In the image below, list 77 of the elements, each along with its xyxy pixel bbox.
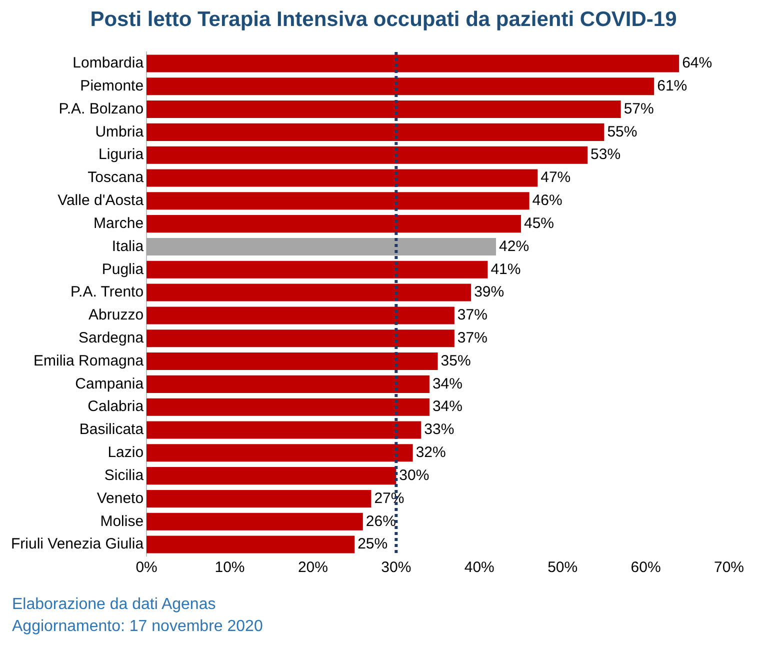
x-tick-label: 50% xyxy=(548,559,578,576)
x-tick-label: 30% xyxy=(381,559,412,576)
data-label: 41% xyxy=(490,260,521,278)
x-tick-label: 60% xyxy=(630,559,661,576)
y-tick-label: Basilicata xyxy=(79,421,144,438)
bar xyxy=(146,375,430,393)
data-label: 47% xyxy=(540,169,571,186)
bar xyxy=(146,146,588,164)
y-tick-label: Sicilia xyxy=(104,466,144,484)
bar xyxy=(146,398,430,416)
bar xyxy=(146,169,538,187)
y-tick-label: Umbria xyxy=(95,123,144,140)
data-label: 26% xyxy=(366,512,396,530)
data-label: 34% xyxy=(432,398,462,416)
y-tick-label: Lazio xyxy=(108,444,144,462)
data-label: 37% xyxy=(457,330,488,347)
y-tick-label: Sardegna xyxy=(78,330,144,347)
bar xyxy=(146,284,472,302)
bar xyxy=(146,215,521,233)
y-tick-label: Veneto xyxy=(96,490,144,507)
bar xyxy=(146,260,488,278)
y-tick-label: Friuli Venezia Giulia xyxy=(11,536,144,553)
y-tick-label: Molise xyxy=(100,512,144,530)
x-tick-label: 10% xyxy=(214,559,245,576)
bar xyxy=(146,238,496,256)
data-label: 34% xyxy=(432,375,462,392)
bar xyxy=(146,192,530,210)
y-tick-label: Marche xyxy=(94,214,144,232)
data-label: 42% xyxy=(499,238,530,255)
bar xyxy=(146,444,413,462)
data-label: 61% xyxy=(657,78,688,95)
data-label: 32% xyxy=(416,444,446,462)
data-label: 57% xyxy=(624,100,654,118)
y-tick-label: Calabria xyxy=(88,398,144,416)
y-tick-label: Lombardia xyxy=(72,54,144,72)
chart-title: Posti letto Terapia Intensiva occupati da pazienti COVID-19 xyxy=(89,8,678,32)
bar xyxy=(146,330,454,348)
data-label: 55% xyxy=(607,123,638,140)
data-label: 25% xyxy=(358,536,388,553)
y-tick-label: Abruzzo xyxy=(88,306,144,324)
bar xyxy=(146,536,355,554)
text: Elaborazione da dati Agenas xyxy=(12,595,217,615)
x-tick-label: 40% xyxy=(464,559,494,576)
bar xyxy=(146,78,654,96)
y-tick-label: P.A. Bolzano xyxy=(58,100,144,118)
data-label: 46% xyxy=(532,192,562,210)
bar xyxy=(146,123,604,141)
y-tick-label: Piemonte xyxy=(80,78,144,95)
bar xyxy=(146,512,363,530)
data-label: 53% xyxy=(590,146,621,164)
data-label: 35% xyxy=(440,352,471,370)
bar xyxy=(146,100,621,118)
bar xyxy=(146,352,438,370)
data-label: 37% xyxy=(457,306,488,324)
data-label: 45% xyxy=(524,214,554,232)
bar xyxy=(146,467,396,485)
data-label: 30% xyxy=(399,466,430,484)
y-tick-label: Emilia Romagna xyxy=(34,352,144,370)
bar xyxy=(146,421,422,439)
text: Aggiornamento: 17 novembre 2020 xyxy=(12,617,264,637)
data-label: 33% xyxy=(424,421,454,438)
y-tick-label: Puglia xyxy=(102,260,144,278)
y-tick-label: Campania xyxy=(75,375,144,392)
x-tick-label: 70% xyxy=(714,559,744,576)
data-label: 27% xyxy=(374,490,404,507)
x-tick-label: 20% xyxy=(298,559,328,576)
data-label: 39% xyxy=(474,284,504,301)
y-tick-label: Liguria xyxy=(98,146,144,164)
bar xyxy=(146,490,372,508)
data-label: 64% xyxy=(682,54,712,72)
y-tick-label: Toscana xyxy=(88,169,144,186)
y-tick-label: P.A. Trento xyxy=(70,284,144,301)
x-tick-label: 0% xyxy=(136,559,158,576)
bar xyxy=(146,306,454,324)
bar xyxy=(146,54,680,72)
y-tick-label: Italia xyxy=(112,238,144,255)
y-tick-label: Valle d'Aosta xyxy=(58,192,144,210)
